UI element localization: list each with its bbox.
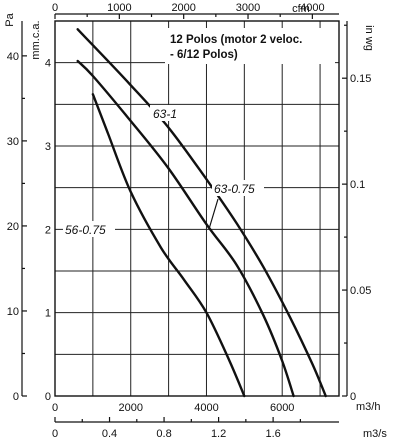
tick-label-m3h: 0 (52, 402, 58, 414)
tick-label-m3s: 1.2 (211, 428, 226, 440)
tick-label-pa: 10 (7, 306, 19, 318)
curves (76, 28, 327, 398)
series-label-56-0.75: 56-0.75 (65, 223, 106, 237)
tick-label-m3h: 2000 (118, 402, 142, 414)
series-line-56-0.75 (91, 93, 246, 398)
tick-label-mmca: 4 (45, 58, 51, 70)
unit-label-m3s: m3/s (363, 428, 387, 440)
note-line-1: 12 Polos (motor 2 veloc. (170, 34, 302, 46)
tick-label-pa: 20 (7, 221, 19, 233)
series-line-63-1 (76, 28, 327, 398)
axes (21, 13, 348, 423)
tick-label-inwg: 0 (350, 391, 356, 403)
tick-label-cfm: 3000 (236, 2, 260, 14)
plot-frame (54, 20, 340, 397)
tick-label-inwg: 0.05 (350, 285, 371, 297)
tick-label-mmca: 1 (45, 308, 51, 320)
unit-labels: Pa mm.c.a. in wg cfm m3/h m3/s (4, 3, 387, 440)
unit-label-pa: Pa (4, 12, 16, 26)
tick-label-mmca: 3 (45, 141, 51, 153)
tick-label-pa: 0 (13, 391, 19, 403)
series-label-63-1: 63-1 (153, 107, 177, 121)
tick-labels: 0 1000 2000 3000 40000102030400123400.050.10… (7, 2, 372, 440)
tick-label-m3s: 0 (52, 428, 58, 440)
tick-label-cfm: 1000 (107, 2, 131, 14)
tick-label-pa: 40 (7, 51, 19, 63)
series-label-63-0.75: 63-0.75 (214, 182, 255, 196)
note-box: 12 Polos (motor 2 veloc. - 6/12 Polos) (165, 28, 335, 64)
tick-label-cfm: 4000 (300, 2, 324, 14)
unit-label-inwg: in wg (363, 25, 375, 51)
tick-label-m3s: 0.8 (156, 428, 171, 440)
tick-label-m3h: 6000 (270, 402, 294, 414)
tick-label-inwg: 0.15 (350, 73, 371, 85)
tick-label-mmca: 0 (45, 391, 51, 403)
tick-label-m3h: 4000 (194, 402, 218, 414)
note-line-2: - 6/12 Polos) (170, 49, 238, 61)
unit-label-cfm: cfm (292, 3, 310, 15)
series-labels: 63-1 63-0.75 56-0.75 (63, 105, 264, 237)
unit-label-mmca: mm.c.a. (30, 20, 42, 59)
tick-label-inwg: 0.1 (350, 179, 365, 191)
series-line-63-0.75 (76, 59, 295, 398)
unit-label-m3h: m3/h (356, 401, 380, 413)
tick-label-pa: 30 (7, 136, 19, 148)
series-label-leader (208, 198, 219, 230)
tick-label-m3s: 0.4 (102, 428, 117, 440)
tick-label-mmca: 2 (45, 224, 51, 236)
tick-label-m3s: 1.6 (265, 428, 280, 440)
tick-label-cfm: 2000 (171, 2, 195, 14)
tick-label-cfm: 0 (52, 2, 58, 14)
